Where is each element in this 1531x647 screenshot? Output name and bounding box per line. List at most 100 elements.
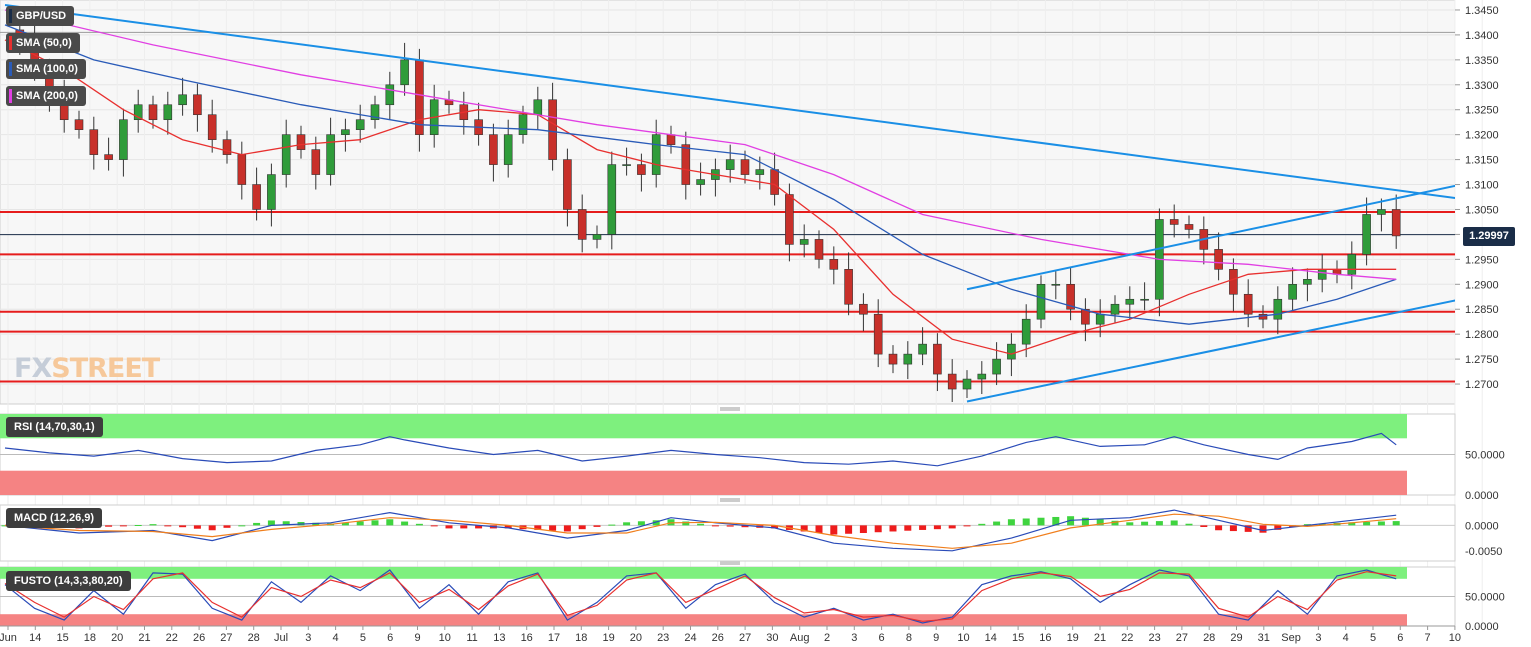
macd-label[interactable]: MACD (12,26,9) <box>6 508 103 528</box>
macd-histogram-bar <box>238 525 246 527</box>
y-tick-label: 1.2700 <box>1465 379 1499 391</box>
candle-body <box>119 119 128 160</box>
y-tick-label: 1.2800 <box>1465 329 1499 341</box>
x-tick-label: 3 <box>1315 632 1321 644</box>
macd-histogram-bar <box>563 525 571 532</box>
candle-body <box>1273 298 1283 320</box>
macd-histogram-bar <box>223 525 231 528</box>
macd-histogram-bar <box>415 523 423 526</box>
macd-histogram-bar <box>623 522 631 526</box>
macd-histogram-bar <box>386 519 394 526</box>
candle-body <box>1391 209 1401 237</box>
candle-body <box>237 154 247 185</box>
sma-50-label[interactable]: SMA (50,0) <box>6 33 80 53</box>
x-tick-label: 31 <box>1258 632 1270 644</box>
macd-histogram-bar <box>356 521 364 526</box>
macd-background <box>0 504 1456 562</box>
macd-histogram-bar <box>1155 521 1163 526</box>
candle-body <box>252 184 261 210</box>
candle-body <box>785 194 794 245</box>
candle-body <box>637 164 646 175</box>
candle-body <box>89 129 99 155</box>
macd-histogram-bar <box>874 525 882 533</box>
sma-100-label[interactable]: SMA (100,0) <box>6 59 86 79</box>
macd-histogram-bar <box>726 525 734 527</box>
candle-body <box>1303 279 1312 285</box>
candle-body <box>163 104 173 121</box>
macd-histogram-bar <box>475 525 483 529</box>
x-tick-label: 6 <box>1397 632 1403 644</box>
candle-body <box>1214 249 1223 270</box>
candle-body <box>341 129 350 135</box>
sma-line <box>4 39 1397 355</box>
candle-body <box>755 169 765 175</box>
candle-body <box>1362 214 1371 255</box>
macd-histogram-bar <box>371 520 379 526</box>
candle-body <box>178 94 187 106</box>
macd-histogram-bar <box>933 525 941 530</box>
candle-body <box>859 303 868 315</box>
candle-body <box>370 104 380 121</box>
macd-histogram-bar <box>697 523 705 526</box>
macd-histogram-bar <box>1081 517 1089 526</box>
candle-body <box>267 174 276 210</box>
rsi-oversold-band <box>0 470 1407 495</box>
y-tick-label: 1.3200 <box>1465 130 1499 142</box>
x-tick-label: 18 <box>575 632 587 644</box>
x-tick-label: 26 <box>193 632 205 644</box>
fusto-label[interactable]: FUSTO (14,3,3,80,20) <box>6 571 131 591</box>
candle-body <box>400 59 409 86</box>
macd-histogram-bar <box>578 525 586 530</box>
candle-body <box>696 179 705 185</box>
candle-body <box>296 134 306 150</box>
macd-histogram-bar <box>193 525 201 529</box>
candle-body <box>489 134 498 165</box>
macd-histogram-bar <box>504 525 512 529</box>
macd-resize-handle <box>720 498 740 502</box>
candle-body <box>592 234 602 240</box>
macd-histogram-bar <box>1200 525 1208 527</box>
candle-body <box>74 119 84 130</box>
x-tick-label: 3 <box>305 632 311 644</box>
x-tick-label: 5 <box>360 632 366 644</box>
candle-body <box>1036 283 1046 320</box>
macd-histogram-bar <box>134 524 142 526</box>
x-tick-label: 14 <box>985 632 997 644</box>
rsi-line <box>4 432 1397 467</box>
symbol-swatch <box>9 9 12 23</box>
x-tick-label: 9 <box>414 632 420 644</box>
candle-body <box>503 134 513 165</box>
sma-200-label[interactable]: SMA (200,0) <box>6 86 86 106</box>
macd-histogram-bar <box>149 524 157 526</box>
candle-body <box>1021 318 1031 345</box>
candle-body <box>992 358 1001 375</box>
candle-body <box>385 84 395 106</box>
candle-body <box>1007 343 1016 360</box>
macd-histogram-bar <box>608 524 616 526</box>
rsi-label[interactable]: RSI (14,70,30,1) <box>6 417 103 437</box>
macd-tick-label: 0.0000 <box>1465 520 1499 532</box>
candle-body <box>577 209 587 240</box>
candle-body <box>977 373 987 380</box>
x-tick-label: 20 <box>111 632 123 644</box>
macd-histogram-bar <box>978 523 986 526</box>
x-tick-label: 15 <box>56 632 68 644</box>
macd-histogram-bar <box>1111 520 1119 526</box>
x-tick-label: 5 <box>1370 632 1376 644</box>
macd-histogram-bar <box>312 522 320 526</box>
x-tick-label: 11 <box>466 632 477 644</box>
candle-body <box>770 169 779 195</box>
fusto-line <box>4 571 1397 622</box>
y-tick-label: 1.2850 <box>1465 304 1499 316</box>
candle-body <box>607 164 617 235</box>
macd-histogram-bar <box>1037 517 1045 526</box>
x-tick-label: 13 <box>493 632 505 644</box>
candle-body <box>1317 269 1327 280</box>
candle-body <box>681 144 691 185</box>
macd-histogram-bar <box>1215 525 1223 531</box>
y-tick-label: 1.2750 <box>1465 354 1499 366</box>
macd-histogram-bar <box>1303 524 1311 526</box>
y-tick-label: 1.3300 <box>1465 80 1499 92</box>
y-tick-label: 1.2900 <box>1465 279 1499 291</box>
x-tick-label: 24 <box>684 632 696 644</box>
